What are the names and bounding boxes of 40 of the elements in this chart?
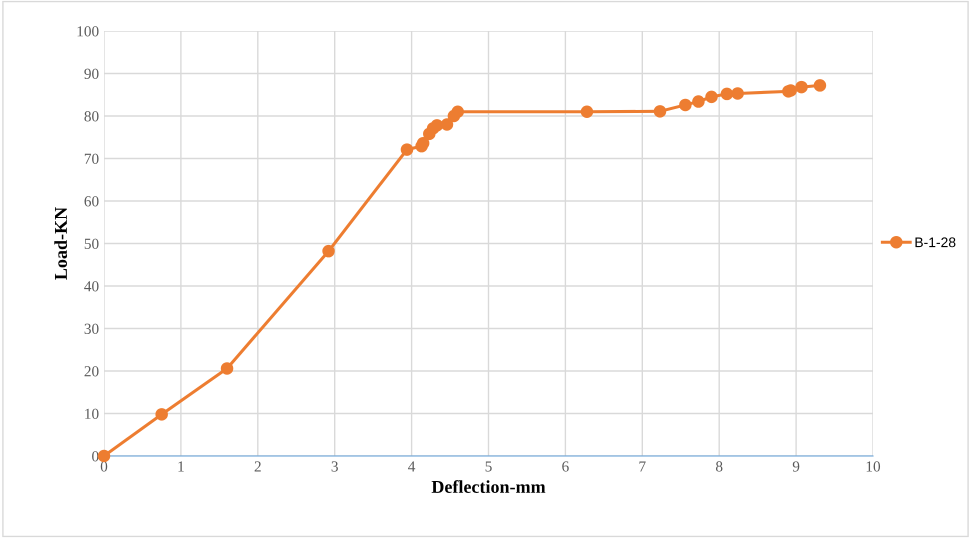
x-tick-label: 5 [486,461,492,472]
point [731,87,744,100]
y-tick-label: 60 [84,196,99,206]
point [654,105,666,118]
point [814,79,826,92]
x-tick-label: 4 [408,461,416,472]
y-tick-label: 50 [84,238,99,249]
point [155,408,168,421]
y-tick-label: 90 [84,68,99,79]
x-tick-label: 10 [866,461,880,472]
point [220,362,234,375]
point [679,98,692,112]
point [430,119,444,132]
y-tick-label: 70 [84,154,99,164]
x-tick-label: 6 [562,461,569,472]
point [720,88,734,100]
y-tick-label: 100 [78,26,99,36]
y-tick-label: 30 [84,324,99,334]
point [451,106,464,118]
y-tick-label: 10 [85,408,99,419]
point [322,244,335,258]
point [440,118,454,131]
point [416,136,430,150]
legend-label: B-1-28 [915,237,956,248]
x-tick-label: 8 [716,461,722,472]
x-tick-label: 2 [254,461,261,472]
y-tick-label: 20 [84,366,99,376]
x-tick-label: 1 [178,461,184,472]
y-tick-label: 40 [84,281,99,292]
point [795,80,808,94]
x-tick-label: 7 [639,461,646,472]
y-axis-title: Load-KN [54,207,67,280]
x-axis-title: Deflection-mm [432,480,546,493]
point [692,95,705,108]
x-tick-label: 3 [332,461,338,472]
point [580,106,594,118]
point [705,90,718,104]
y-tick-label: 80 [84,111,99,122]
point [400,143,414,156]
x-tick-label: 9 [792,461,800,472]
